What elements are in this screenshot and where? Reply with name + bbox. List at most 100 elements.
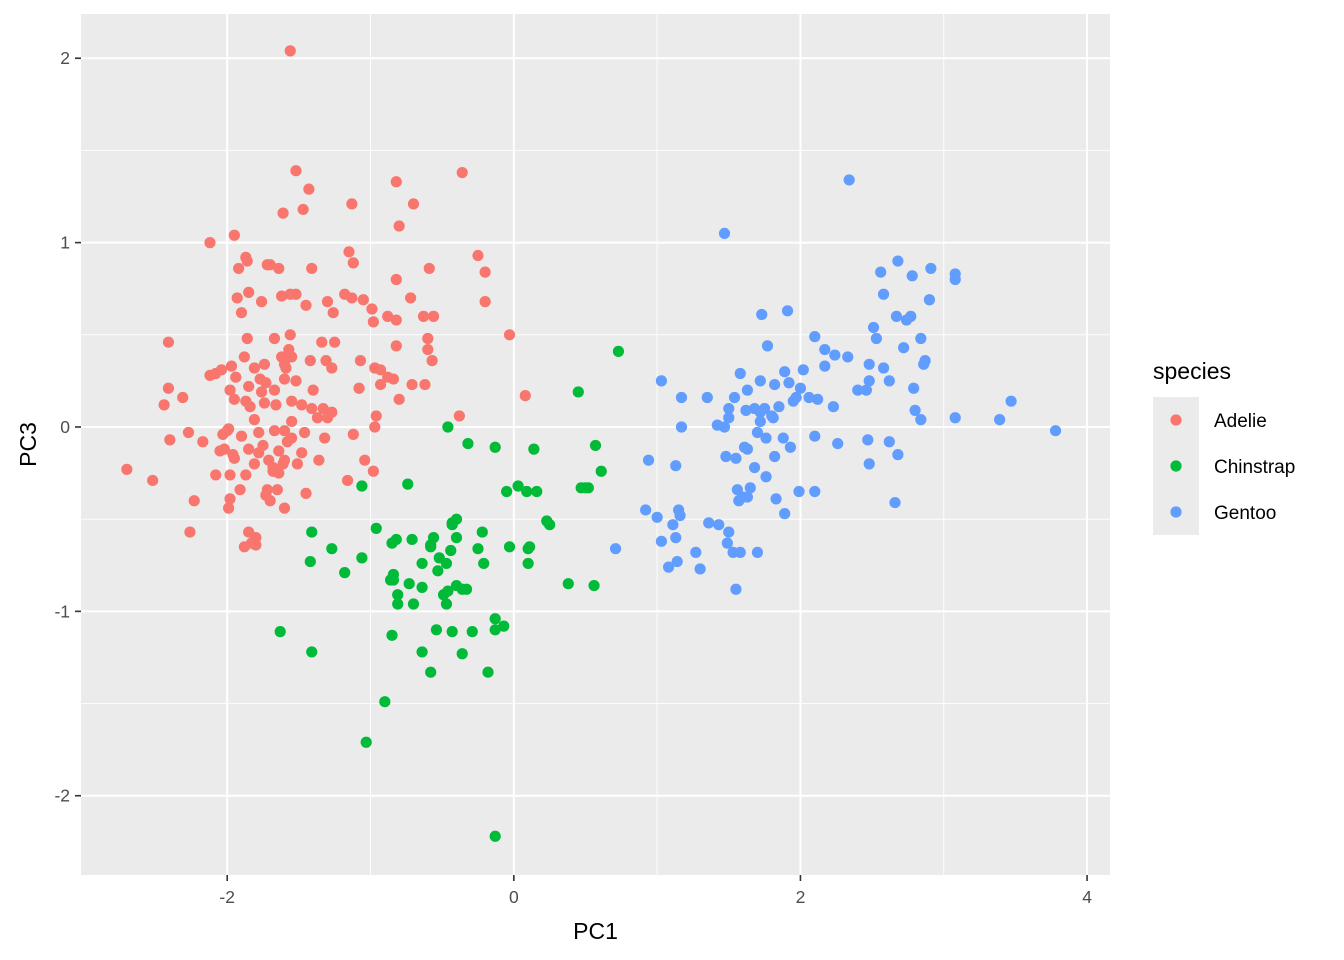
data-point [304, 555, 316, 568]
data-point [316, 336, 328, 348]
data-point [281, 436, 293, 448]
data-point [1005, 395, 1017, 407]
data-point [313, 454, 325, 466]
data-point [416, 646, 428, 658]
legend-key-chinstrap [1170, 460, 1182, 472]
data-point [734, 546, 746, 558]
data-point [255, 386, 268, 398]
data-point [744, 482, 756, 494]
data-point [472, 543, 484, 555]
data-point [367, 465, 379, 477]
data-point [925, 262, 937, 275]
data-point [326, 362, 338, 374]
data-point [949, 412, 961, 424]
data-point [531, 485, 543, 498]
data-point [353, 382, 365, 394]
data-point [760, 432, 772, 444]
data-point [253, 426, 265, 439]
data-point [877, 362, 890, 374]
data-point [519, 390, 531, 402]
data-point [863, 358, 875, 370]
data-point [915, 414, 927, 426]
data-point [456, 166, 468, 179]
data-point [248, 362, 261, 374]
data-point [918, 358, 930, 370]
data-point [244, 401, 256, 413]
data-point [228, 393, 240, 405]
y-tick-label: 2 [60, 48, 70, 68]
data-point [403, 578, 415, 590]
data-point [224, 493, 236, 505]
data-point [909, 404, 921, 416]
data-point [503, 541, 516, 553]
data-point [386, 629, 398, 641]
data-point [341, 474, 354, 487]
data-point [360, 736, 372, 748]
data-point [273, 445, 285, 457]
data-point [478, 557, 490, 570]
data-point [489, 613, 501, 625]
data-point [253, 447, 265, 459]
data-point [867, 321, 880, 334]
data-point [240, 251, 252, 263]
data-point [291, 458, 304, 470]
data-point [670, 532, 682, 544]
data-point [809, 485, 821, 498]
data-point [908, 382, 920, 394]
data-point [522, 557, 534, 570]
data-point [184, 526, 196, 538]
data-point [528, 443, 540, 455]
data-point [489, 441, 501, 453]
data-point [860, 384, 872, 396]
data-point [300, 299, 312, 311]
data-point [703, 517, 715, 529]
data-point [343, 246, 355, 258]
data-point [268, 384, 281, 396]
data-point [503, 329, 516, 341]
data-point [501, 485, 513, 498]
data-point [741, 384, 754, 396]
data-point [462, 437, 474, 450]
data-point [770, 493, 782, 505]
data-point [877, 288, 890, 300]
data-point [479, 266, 491, 278]
data-point [319, 432, 331, 444]
data-point [121, 463, 133, 475]
data-point [589, 439, 602, 452]
data-point [651, 511, 663, 523]
legend: species Adelie Chinstrap Gentoo [1153, 358, 1295, 535]
data-point [243, 286, 255, 298]
data-point [284, 329, 296, 341]
data-point [521, 485, 533, 498]
data-point [177, 391, 189, 404]
data-point [923, 294, 936, 306]
data-point [311, 412, 324, 424]
data-point [393, 220, 405, 232]
data-point [284, 45, 296, 57]
data-point [304, 355, 316, 367]
data-point [425, 541, 437, 553]
data-point [387, 373, 400, 385]
data-point [751, 426, 764, 439]
legend-label-chinstrap: Chinstrap [1214, 457, 1295, 478]
data-point [915, 332, 927, 345]
data-point [306, 526, 318, 538]
data-point [456, 648, 468, 660]
data-point [827, 401, 840, 413]
data-point [230, 371, 242, 383]
data-point [354, 355, 367, 367]
data-point [730, 452, 742, 464]
data-point [489, 830, 501, 842]
data-point [738, 441, 751, 453]
data-point [356, 552, 368, 564]
data-point [767, 412, 779, 424]
data-point [406, 378, 418, 391]
data-point [390, 314, 402, 326]
data-point [188, 495, 200, 507]
data-point [268, 425, 281, 437]
data-point [297, 203, 309, 216]
grid-minor [81, 14, 1110, 875]
data-point [793, 485, 805, 498]
data-point [761, 340, 774, 352]
data-point [214, 445, 226, 457]
